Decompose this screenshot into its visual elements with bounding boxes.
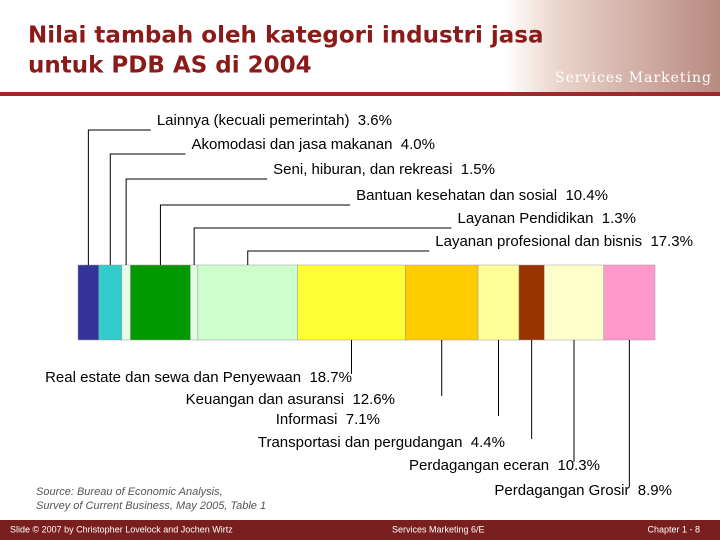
segment-label: Perdagangan eceran 10.3%	[409, 457, 600, 474]
segment-value: 1.5%	[461, 161, 495, 178]
segment-name: Seni, hiburan, dan rekreasi	[273, 161, 452, 178]
source: Survey of Current Business, May 2005, Ta…	[36, 500, 266, 512]
leader-line	[247, 250, 430, 265]
segment-label: Real estate dan sewa dan Penyewaan 18.7%	[45, 369, 352, 386]
segment-value: 4.4%	[471, 434, 505, 451]
segment-label: Perdagangan Grosir 8.9%	[494, 482, 672, 499]
segment-value: 4.0%	[401, 136, 435, 153]
segment-label: Seni, hiburan, dan rekreasi 1.5%	[273, 161, 495, 178]
header-rule	[0, 92, 720, 96]
segment-label: Keuangan dan asuransi 12.6%	[186, 391, 395, 408]
segment-value: 17.3%	[650, 233, 693, 250]
logo: Services Marketing	[555, 70, 712, 86]
segment-value: 10.3%	[557, 457, 600, 474]
leader-line	[125, 178, 268, 265]
header	[0, 0, 720, 92]
bar-segment	[197, 264, 298, 341]
segment-name: Transportasi dan pergudangan	[258, 434, 463, 451]
segment-name: Informasi	[276, 411, 338, 428]
footer-text: Services Marketing 6/E	[392, 524, 485, 534]
segment-name: Real estate dan sewa dan Penyewaan	[45, 369, 301, 386]
leader-line	[87, 129, 151, 265]
segment-name: Perdagangan Grosir	[494, 482, 629, 499]
segment-name: Bantuan kesehatan dan sosial	[356, 187, 557, 204]
footer-text: Slide © 2007 by Christopher Lovelock and…	[10, 524, 233, 534]
bar-segment	[544, 264, 604, 341]
segment-name: Layanan profesional dan bisnis	[435, 233, 642, 250]
footer	[0, 520, 720, 540]
source: Source: Bureau of Economic Analysis,	[36, 486, 223, 498]
title-line: untuk PDB AS di 2004	[28, 53, 312, 79]
segment-label: Layanan Pendidikan 1.3%	[458, 210, 637, 227]
bar-segment	[98, 264, 123, 341]
bar-segment	[130, 264, 191, 341]
segment-label: Lainnya (kecuali pemerintah) 3.6%	[157, 112, 392, 129]
segment-label: Bantuan kesehatan dan sosial 10.4%	[356, 187, 608, 204]
leader-line	[193, 227, 452, 265]
bar-segment	[190, 264, 199, 341]
bar-segment	[603, 264, 656, 341]
bar-segment	[405, 264, 479, 341]
leader-line	[109, 153, 186, 265]
footer-text: Chapter 1 - 8	[647, 524, 700, 534]
bar-segment	[77, 264, 100, 341]
segment-name: Perdagangan eceran	[409, 457, 549, 474]
segment-value: 7.1%	[346, 411, 380, 428]
segment-value: 10.4%	[565, 187, 608, 204]
segment-name: Akomodasi dan jasa makanan	[191, 136, 392, 153]
segment-label: Informasi 7.1%	[276, 411, 380, 428]
title-line: Nilai tambah oleh kategori industri jasa	[28, 23, 543, 49]
segment-value: 8.9%	[638, 482, 672, 499]
segment-name: Layanan Pendidikan	[458, 210, 594, 227]
bar-segment	[518, 264, 545, 341]
bar-segment	[477, 264, 520, 341]
segment-value: 12.6%	[352, 391, 395, 408]
segment-value: 18.7%	[309, 369, 352, 386]
segment-value: 1.3%	[602, 210, 636, 227]
segment-label: Akomodasi dan jasa makanan 4.0%	[191, 136, 435, 153]
segment-name: Lainnya (kecuali pemerintah)	[157, 112, 350, 129]
segment-label: Layanan profesional dan bisnis 17.3%	[435, 233, 693, 250]
leader-line	[159, 204, 351, 265]
bar-segment	[297, 264, 406, 341]
segment-value: 3.6%	[358, 112, 392, 129]
segment-label: Transportasi dan pergudangan 4.4%	[258, 434, 505, 451]
plot: Lainnya (kecuali pemerintah) 3.6% Akomoda…	[45, 112, 693, 499]
segment-name: Keuangan dan asuransi	[186, 391, 344, 408]
bar-segment	[121, 264, 131, 341]
